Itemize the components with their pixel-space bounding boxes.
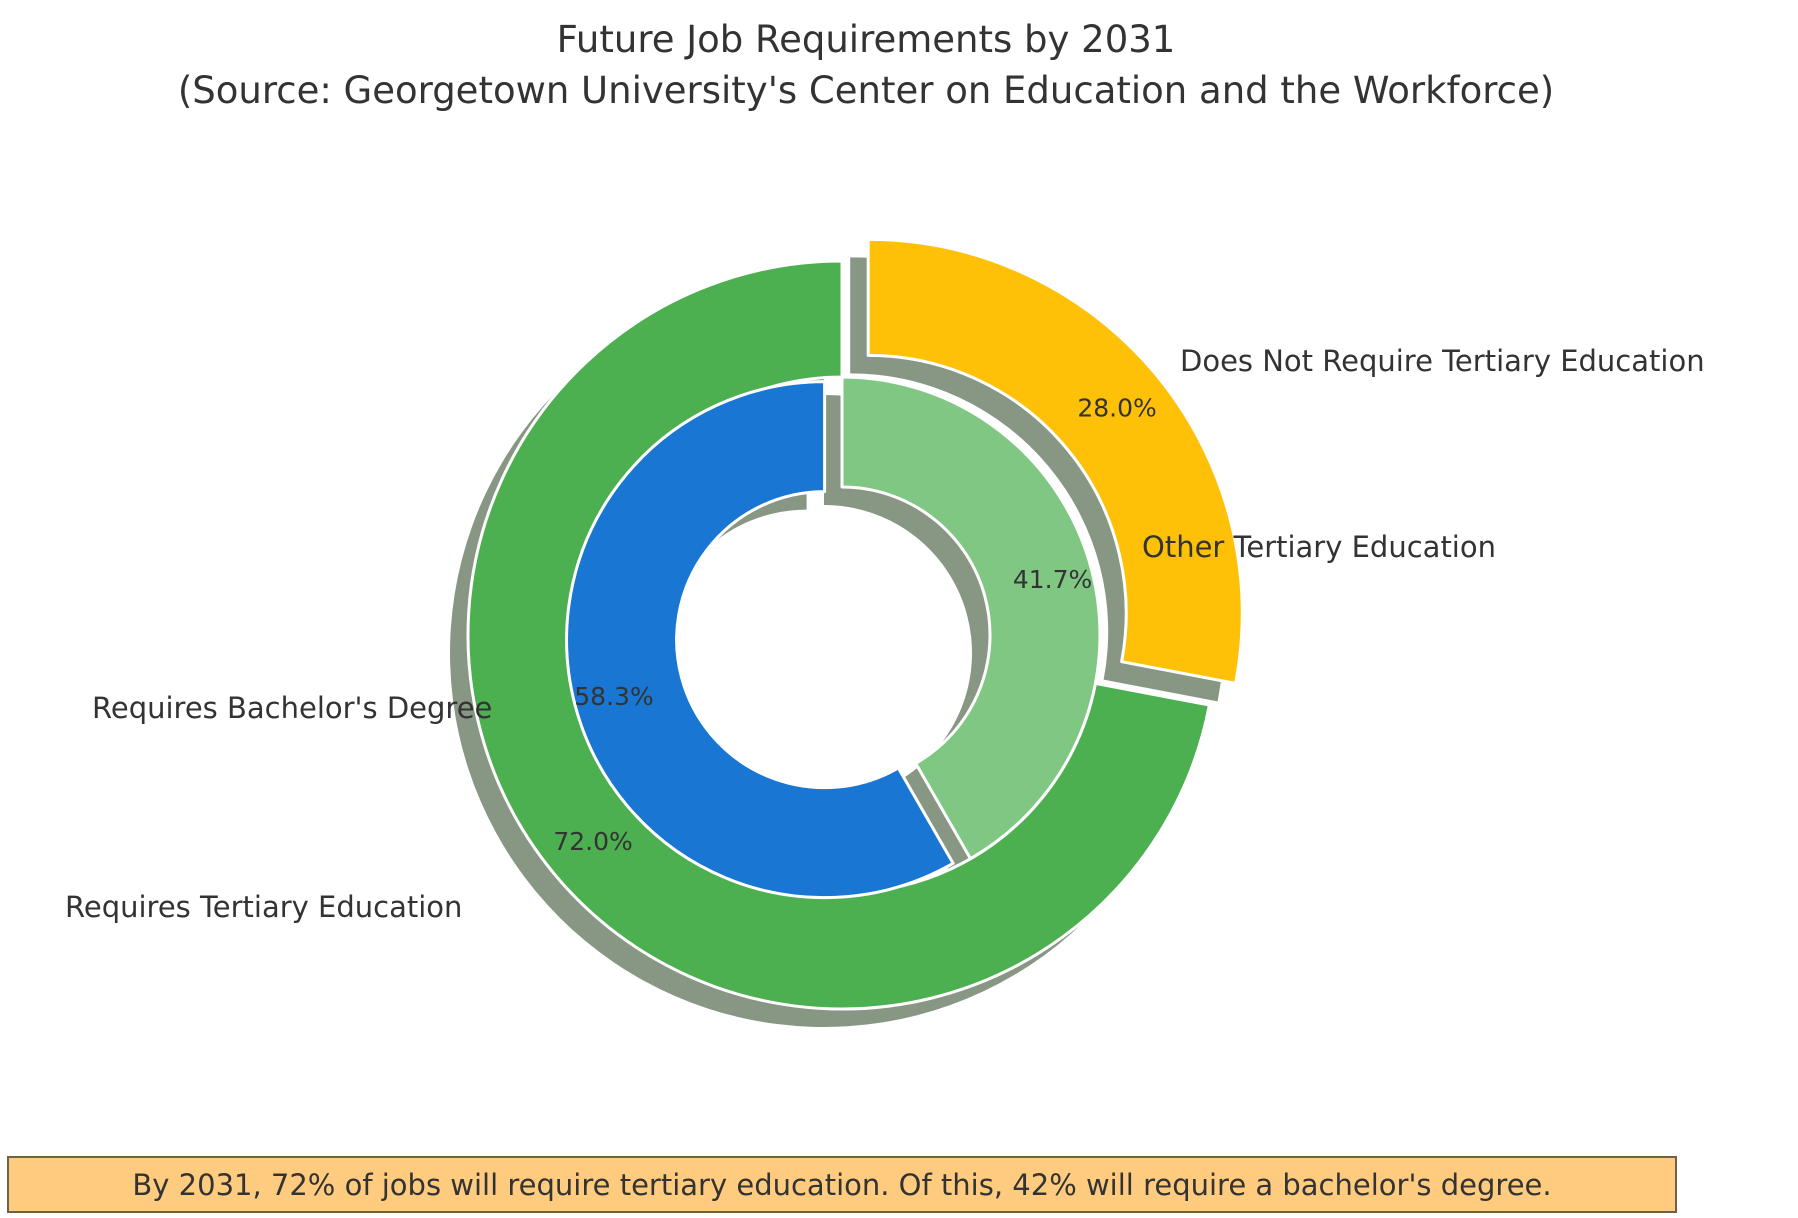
- outer-pct-label-requires-tertiary-education: 72.0%: [553, 827, 632, 856]
- inner-pct-label-other-tertiary-education: 41.7%: [1013, 565, 1092, 594]
- chart-title-line-1: Future Job Requirements by 2031: [557, 18, 1176, 61]
- chart-title-line-2: (Source: Georgetown University's Center …: [178, 69, 1554, 112]
- inner-pct-label-requires-bachelor-s-degree: 58.3%: [574, 682, 653, 711]
- chart-title: Future Job Requirements by 2031 (Source:…: [178, 18, 1554, 112]
- outer-slice-does-not-require-tertiary-education: [866, 237, 1244, 685]
- inner-slice-other-tertiary-education: [840, 375, 1102, 861]
- annotation-text: By 2031, 72% of jobs will require tertia…: [132, 1167, 1552, 1202]
- outer-label-does-not-require-tertiary-education: Does Not Require Tertiary Education: [1180, 344, 1705, 378]
- inner-slice-requires-bachelor-s-degree: [565, 380, 955, 900]
- outer-label-requires-tertiary-education: Requires Tertiary Education: [65, 890, 462, 924]
- annotation-box: By 2031, 72% of jobs will require tertia…: [7, 1156, 1677, 1213]
- outer-pct-label-does-not-require-tertiary-education: 28.0%: [1077, 393, 1156, 422]
- inner-label-requires-bachelor-s-degree: Requires Bachelor's Degree: [92, 691, 492, 725]
- label-layer: 72.0% Requires Tertiary Education 28.0% Doe…: [65, 344, 1705, 924]
- slice-layer: [466, 237, 1244, 1011]
- inner-label-other-tertiary-education: Other Tertiary Education: [1142, 530, 1496, 564]
